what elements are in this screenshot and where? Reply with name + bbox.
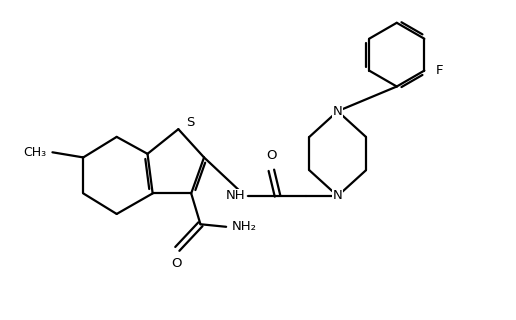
Text: O: O [266,149,277,162]
Text: NH₂: NH₂ [231,220,256,233]
Text: S: S [186,116,195,130]
Text: NH: NH [225,189,245,203]
Text: N: N [333,105,343,118]
Text: O: O [171,257,182,270]
Text: N: N [333,189,343,203]
Text: CH₃: CH₃ [23,146,46,159]
Text: F: F [436,64,443,77]
